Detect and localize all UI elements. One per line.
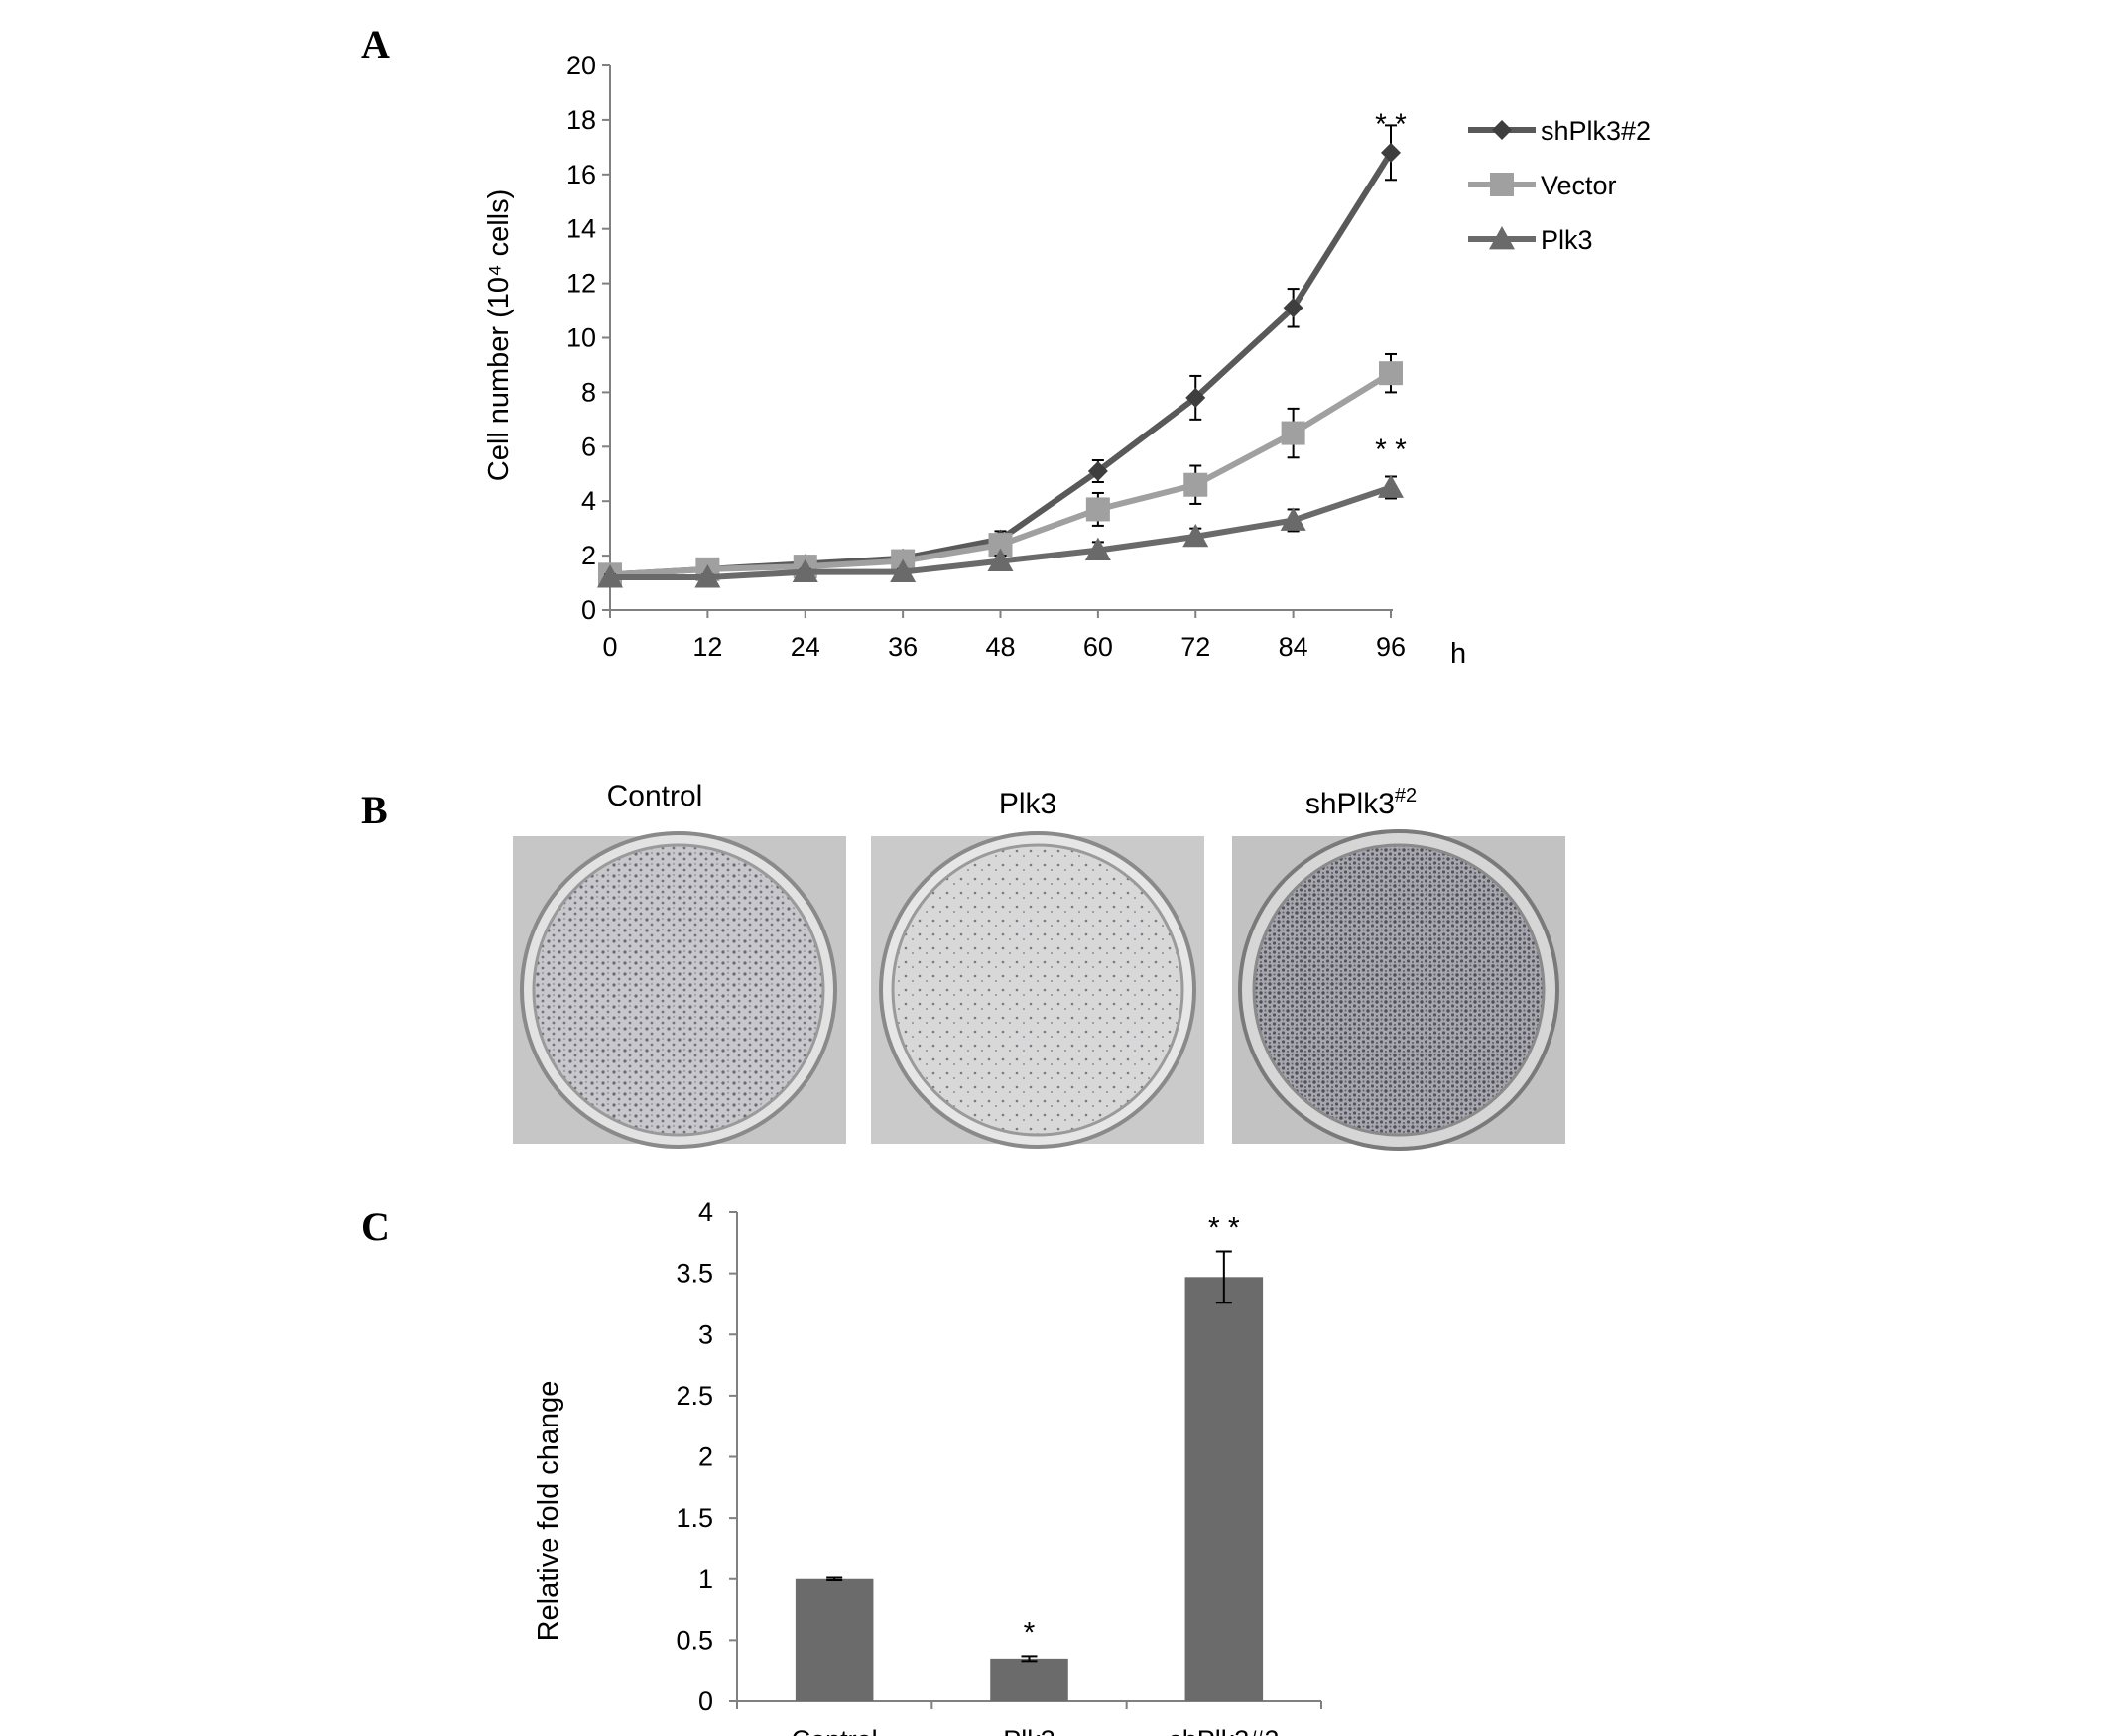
bar-chart-y-axis-title: Relative fold change — [533, 1381, 564, 1642]
dish-photo-plk3 — [871, 831, 1204, 1149]
data-point-marker — [1185, 387, 1206, 408]
bar-chart-relative-fold-change: 0 0.5 1 1.5 2 2.5 3 3.5 4 * * * Control Plk3 shPlk3… — [533, 1197, 1322, 1736]
bar-chart-y-tick-label: 3 — [698, 1319, 713, 1349]
dish-shplk3-colonies — [1252, 843, 1546, 1137]
data-point-marker — [1182, 523, 1209, 548]
line-series-shPlk3#2 — [600, 124, 1401, 585]
bar-chart-y-tick-label: 2 — [698, 1442, 713, 1472]
photo-title-shplk3-superscript: #2 — [1395, 785, 1417, 806]
bar-chart-bars: * * * — [795, 1211, 1264, 1701]
bar-chart-category-label: Control — [792, 1725, 878, 1736]
data-point-marker — [1283, 298, 1303, 318]
bar-chart-y-tick-label: 1.5 — [676, 1503, 713, 1533]
line-chart-y-ticks: 0 2 4 6 8 10 12 14 16 18 20 — [566, 51, 610, 625]
sig-mark-plk3: * * — [1375, 434, 1407, 466]
line-chart-y-tick-label: 0 — [581, 595, 596, 625]
line-chart-series — [597, 124, 1404, 588]
line-chart-x-tick-label: 84 — [1279, 632, 1308, 662]
dish-plk3-colonies — [891, 843, 1184, 1137]
line-chart-x-tick-label: 12 — [692, 632, 722, 662]
bar-Plk3 — [990, 1658, 1068, 1701]
data-point-marker — [1280, 507, 1306, 531]
panel-b-label: B — [361, 788, 388, 832]
bar-significance-mark: * * — [1208, 1211, 1240, 1244]
data-point-marker — [1084, 537, 1111, 561]
bar-chart-x-labels: Control Plk3 shPlk3#2 — [792, 1725, 1280, 1736]
line-chart-x-tick-label: 96 — [1376, 632, 1406, 662]
line-chart-y-tick-label: 4 — [581, 486, 596, 516]
bar-chart-category-label: Plk3 — [1003, 1725, 1055, 1736]
sig-mark-shplk3: * * — [1375, 108, 1407, 141]
bar-chart-y-tick-label: 1 — [698, 1564, 713, 1594]
data-point-marker — [1379, 361, 1403, 386]
panel-a-label: A — [361, 22, 390, 66]
data-point-marker — [792, 558, 818, 582]
line-chart-y-tick-label: 20 — [566, 51, 596, 80]
line-chart-y-tick-label: 18 — [566, 105, 596, 135]
line-chart-y-tick-label: 12 — [566, 269, 596, 299]
line-chart-x-tick-label: 72 — [1180, 632, 1210, 662]
data-point-marker — [1085, 497, 1110, 522]
data-point-marker — [597, 564, 623, 588]
series-line — [609, 151, 1394, 578]
line-chart-y-tick-label: 2 — [581, 541, 596, 570]
line-chart-x-tick-label: 24 — [791, 632, 820, 662]
dish-photo-shplk3 — [1232, 829, 1565, 1151]
photo-title-shplk3-main: shPlk3 — [1305, 788, 1395, 820]
dish-photo-control — [513, 831, 846, 1149]
line-chart-x-ticks: 0 12 24 36 48 60 72 84 96 — [602, 610, 1406, 662]
bar-chart-y-tick-label: 4 — [698, 1197, 713, 1227]
line-chart-y-axis-title: Cell number (10⁴ cells) — [483, 189, 515, 482]
line-chart-y-tick-label: 8 — [581, 377, 596, 407]
bar-chart-y-tick-label: 0 — [698, 1686, 713, 1716]
legend-marker — [1492, 120, 1512, 140]
data-point-marker — [1087, 461, 1108, 482]
legend-label: Vector — [1541, 171, 1617, 200]
line-chart-x-tick-label: 60 — [1083, 632, 1113, 662]
line-chart-x-tick-label: 48 — [985, 632, 1015, 662]
line-series-Plk3 — [597, 474, 1404, 588]
bar-Control — [795, 1578, 874, 1701]
dish-control-colonies — [532, 843, 825, 1137]
line-chart-y-tick-label: 6 — [581, 432, 596, 461]
legend-label: Plk3 — [1541, 225, 1593, 255]
line-chart-axes — [609, 65, 1393, 611]
legend-marker — [1489, 226, 1515, 250]
data-point-marker — [1183, 472, 1208, 497]
bar-chart-y-tick-label: 3.5 — [676, 1259, 713, 1289]
data-point-marker — [1378, 474, 1404, 498]
line-chart-x-tick-label: 0 — [602, 632, 617, 662]
line-chart-y-tick-label: 14 — [566, 214, 596, 244]
line-chart-y-tick-label: 10 — [566, 323, 596, 353]
bar-chart-y-tick-label: 2.5 — [676, 1381, 713, 1411]
legend-item-Vector: Vector — [1468, 171, 1617, 200]
panel-c-label: C — [361, 1204, 390, 1249]
bar-chart-y-tick-label: 0.5 — [676, 1625, 713, 1655]
legend-marker — [1490, 173, 1514, 196]
legend-item-shPlk3#2: shPlk3#2 — [1468, 116, 1651, 146]
data-point-marker — [890, 558, 917, 582]
line-chart-legend: shPlk3#2 Vector Plk3 — [1468, 116, 1651, 255]
data-point-marker — [1381, 142, 1401, 163]
photo-title-shplk3: shPlk3#2 — [1305, 785, 1417, 820]
bar-significance-mark: * — [1024, 1616, 1036, 1649]
photo-title-control: Control — [607, 780, 703, 812]
legend-label: shPlk3#2 — [1541, 116, 1651, 146]
bar-shPlk3#2 — [1184, 1277, 1264, 1701]
line-chart-x-axis-title: h — [1450, 638, 1466, 670]
photo-title-plk3: Plk3 — [999, 788, 1056, 820]
data-point-marker — [1281, 421, 1305, 445]
data-point-marker — [987, 548, 1014, 571]
bar-chart-y-ticks: 0 0.5 1 1.5 2 2.5 3 3.5 4 — [676, 1197, 737, 1716]
line-chart-y-tick-label: 16 — [566, 160, 596, 189]
legend-item-Plk3: Plk3 — [1468, 225, 1593, 255]
bar-chart-category-label: shPlk3#2 — [1169, 1725, 1279, 1736]
data-point-marker — [694, 564, 721, 588]
line-chart-x-tick-label: 36 — [888, 632, 918, 662]
